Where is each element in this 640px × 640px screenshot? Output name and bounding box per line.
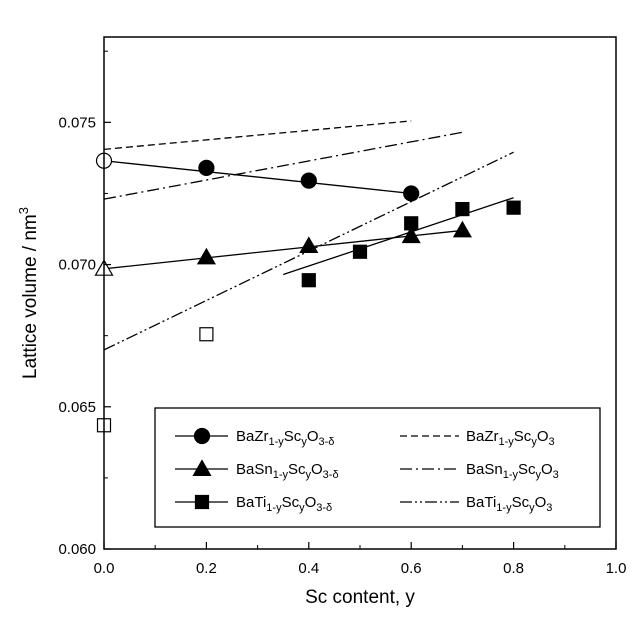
x-tick-label: 0.2 xyxy=(196,560,217,577)
y-tick-label: 0.075 xyxy=(58,114,96,131)
legend-marker-ti xyxy=(196,496,209,509)
data-point-ti xyxy=(507,201,520,214)
x-axis-label: Sc content, y xyxy=(305,587,415,608)
data-point-zr xyxy=(301,173,316,188)
data-point-sn xyxy=(198,249,215,264)
series-sn xyxy=(96,132,471,275)
x-tick-label: 0.0 xyxy=(94,560,115,577)
data-point-ti xyxy=(200,328,213,341)
x-tick-label: 1.0 xyxy=(606,560,627,577)
y-axis-label-text: Lattice volume / nm xyxy=(20,214,41,379)
x-tick-label: 0.4 xyxy=(298,560,319,577)
y-tick-label: 0.070 xyxy=(58,257,96,274)
data-point-ti xyxy=(405,217,418,230)
y-tick-label: 0.060 xyxy=(58,541,96,558)
data-point-zr xyxy=(199,160,214,175)
data-point-sn xyxy=(300,238,317,253)
x-tick-label: 0.6 xyxy=(401,560,422,577)
fit-line-ti xyxy=(283,198,513,275)
y-axis-label-superscript: 3 xyxy=(16,207,31,214)
data-point-ti xyxy=(456,203,469,216)
x-tick-label: 0.8 xyxy=(503,560,524,577)
calc-line-zr xyxy=(104,121,411,149)
data-point-ti xyxy=(302,274,315,287)
y-tick-label: 0.065 xyxy=(58,399,96,416)
data-point-ti xyxy=(354,245,367,258)
fit-line-zr xyxy=(104,161,411,194)
data-point-zr xyxy=(404,186,419,201)
series-ti xyxy=(98,152,521,432)
legend: BaZr1-yScyO3-δBaZr1-yScyO3BaSn1-yScyO3-δ… xyxy=(155,408,600,527)
legend-marker-zr xyxy=(195,429,210,444)
data-point-sn xyxy=(454,222,471,237)
series-zr xyxy=(97,121,419,201)
y-axis-label: Lattice volume / nm3 xyxy=(16,207,41,379)
